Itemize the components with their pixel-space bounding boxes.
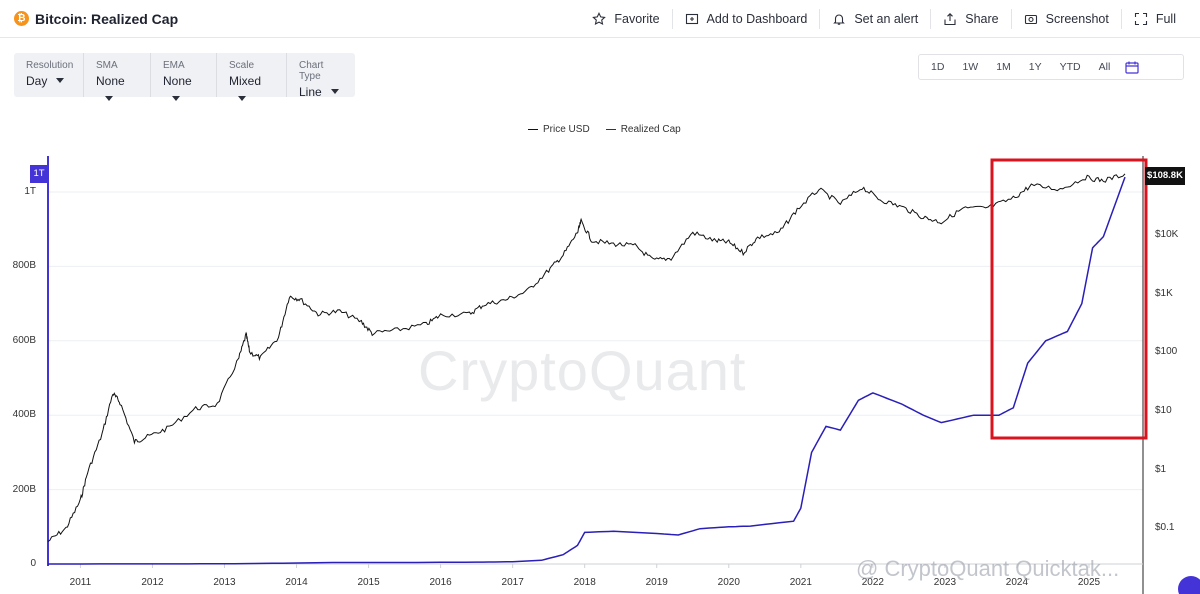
right-axis-current-tag: $108.8K	[1145, 167, 1185, 185]
left-axis-tick-label: 1T	[24, 186, 36, 197]
top-bar: ₿ Bitcoin: Realized Cap Favorite Add to …	[0, 0, 1200, 38]
left-axis-tick-label: 200B	[12, 483, 36, 495]
left-axis-tick-label: 400B	[12, 409, 36, 421]
set-alert-label: Set an alert	[854, 12, 919, 26]
ema-dropdown[interactable]: EMA None	[151, 53, 217, 102]
watermark: CryptoQuant	[418, 339, 747, 402]
source-handle: @ CryptoQuant Quicktak...	[856, 556, 1120, 581]
fullscreen-icon	[1134, 12, 1148, 26]
price-usd-line	[47, 173, 1126, 542]
x-axis-tick-label: 2013	[213, 577, 236, 588]
scale-value: Mixed	[229, 74, 262, 88]
right-axis-tick-label: $1	[1155, 463, 1167, 475]
x-axis-tick-label: 2014	[285, 577, 308, 588]
page-title: Bitcoin: Realized Cap	[35, 11, 179, 27]
chart-legend: Price USD Realized Cap	[528, 124, 697, 135]
share-label: Share	[965, 12, 999, 26]
dashboard-icon	[685, 12, 699, 26]
right-axis-tick-label: $100	[1155, 346, 1178, 358]
bell-icon	[832, 12, 846, 26]
x-axis-tick-label: 2022	[861, 577, 884, 588]
add-to-dashboard-button[interactable]: Add to Dashboard	[671, 9, 820, 29]
share-icon	[943, 12, 957, 26]
realized-cap-line	[48, 176, 1126, 565]
fullscreen-label: Full	[1155, 12, 1176, 26]
sma-dropdown[interactable]: SMA None	[84, 53, 151, 102]
scale-dropdown[interactable]: Scale Mixed	[217, 53, 287, 102]
legend-swatch	[605, 129, 616, 130]
chart-controls: Resolution Day SMA None EMA None Scale M…	[14, 53, 355, 102]
left-axis-tick-label: 0	[30, 558, 36, 569]
range-1d[interactable]: 1D	[931, 61, 945, 73]
range-all[interactable]: All	[1098, 61, 1111, 73]
x-axis-tick-label: 2023	[933, 577, 957, 588]
x-axis-tick-label: 2012	[141, 577, 164, 588]
range-1y[interactable]: 1Y	[1028, 61, 1042, 73]
left-axis-current-tag: 1T	[30, 165, 48, 183]
bitcoin-icon: ₿	[14, 11, 29, 26]
x-axis-tick-label: 2019	[645, 577, 668, 588]
range-1m[interactable]: 1M	[996, 61, 1011, 73]
x-axis-tick-label: 2016	[429, 577, 452, 588]
legend-item-realized-cap[interactable]: Realized Cap	[605, 124, 681, 135]
left-axis-tick-label: 600B	[12, 334, 36, 346]
camera-icon	[1024, 12, 1038, 26]
chart-type-label: Chart Type	[299, 60, 324, 82]
share-button[interactable]: Share	[930, 9, 1010, 29]
x-axis-tick-label: 2021	[789, 577, 812, 588]
right-axis-tick-label: $10K	[1155, 228, 1179, 240]
time-range-selector: 1D 1W 1M 1Y YTD All	[918, 54, 1184, 80]
screenshot-label: Screenshot	[1045, 12, 1109, 26]
ema-label: EMA	[163, 60, 185, 71]
chevron-down-icon	[330, 89, 339, 95]
chevron-down-icon	[172, 96, 180, 102]
x-axis-tick-label: 2017	[501, 577, 524, 588]
calendar-icon[interactable]	[1125, 61, 1139, 74]
right-axis-tick-label: $10	[1155, 405, 1172, 416]
resolution-value: Day	[26, 74, 48, 88]
chevron-down-icon	[56, 78, 65, 84]
scale-label: Scale	[229, 60, 255, 71]
range-1w[interactable]: 1W	[962, 61, 979, 73]
chevron-down-icon	[238, 96, 246, 102]
fullscreen-button[interactable]: Full	[1120, 9, 1188, 29]
chart-type-dropdown[interactable]: Chart Type Line	[287, 53, 355, 99]
sma-value: None	[96, 74, 125, 88]
sma-label: SMA	[96, 60, 118, 71]
action-bar: Favorite Add to Dashboard Set an alert S…	[580, 0, 1188, 38]
star-icon	[592, 12, 607, 26]
legend-label: Realized Cap	[620, 124, 681, 135]
resolution-dropdown[interactable]: Resolution Day	[14, 53, 84, 97]
range-ytd[interactable]: YTD	[1059, 61, 1081, 73]
right-axis-tick-label: $1K	[1155, 287, 1173, 299]
chart-type-value: Line	[299, 85, 322, 99]
ema-value: None	[163, 74, 192, 88]
x-axis-tick-label: 2025	[1077, 577, 1101, 588]
favorite-button[interactable]: Favorite	[580, 9, 671, 29]
set-alert-button[interactable]: Set an alert	[819, 9, 930, 29]
chevron-down-icon	[105, 96, 113, 102]
screenshot-button[interactable]: Screenshot	[1010, 9, 1121, 29]
chat-button[interactable]	[1178, 576, 1200, 594]
x-axis-tick-label: 2011	[69, 577, 92, 588]
x-axis-tick-label: 2015	[357, 577, 380, 588]
add-to-dashboard-label: Add to Dashboard	[706, 12, 808, 26]
resolution-label: Resolution	[26, 60, 74, 71]
legend-item-price[interactable]: Price USD	[528, 124, 590, 135]
legend-label: Price USD	[543, 124, 590, 135]
favorite-label: Favorite	[614, 12, 660, 26]
x-axis-tick-label: 2024	[1005, 577, 1029, 588]
right-axis-tick-label: $0.1	[1155, 522, 1175, 534]
x-axis-tick-label: 2020	[717, 577, 740, 588]
x-axis-tick-label: 2018	[573, 577, 596, 588]
left-axis-tick-label: 800B	[12, 260, 36, 272]
legend-swatch	[528, 129, 538, 130]
highlight-box	[990, 158, 1148, 440]
